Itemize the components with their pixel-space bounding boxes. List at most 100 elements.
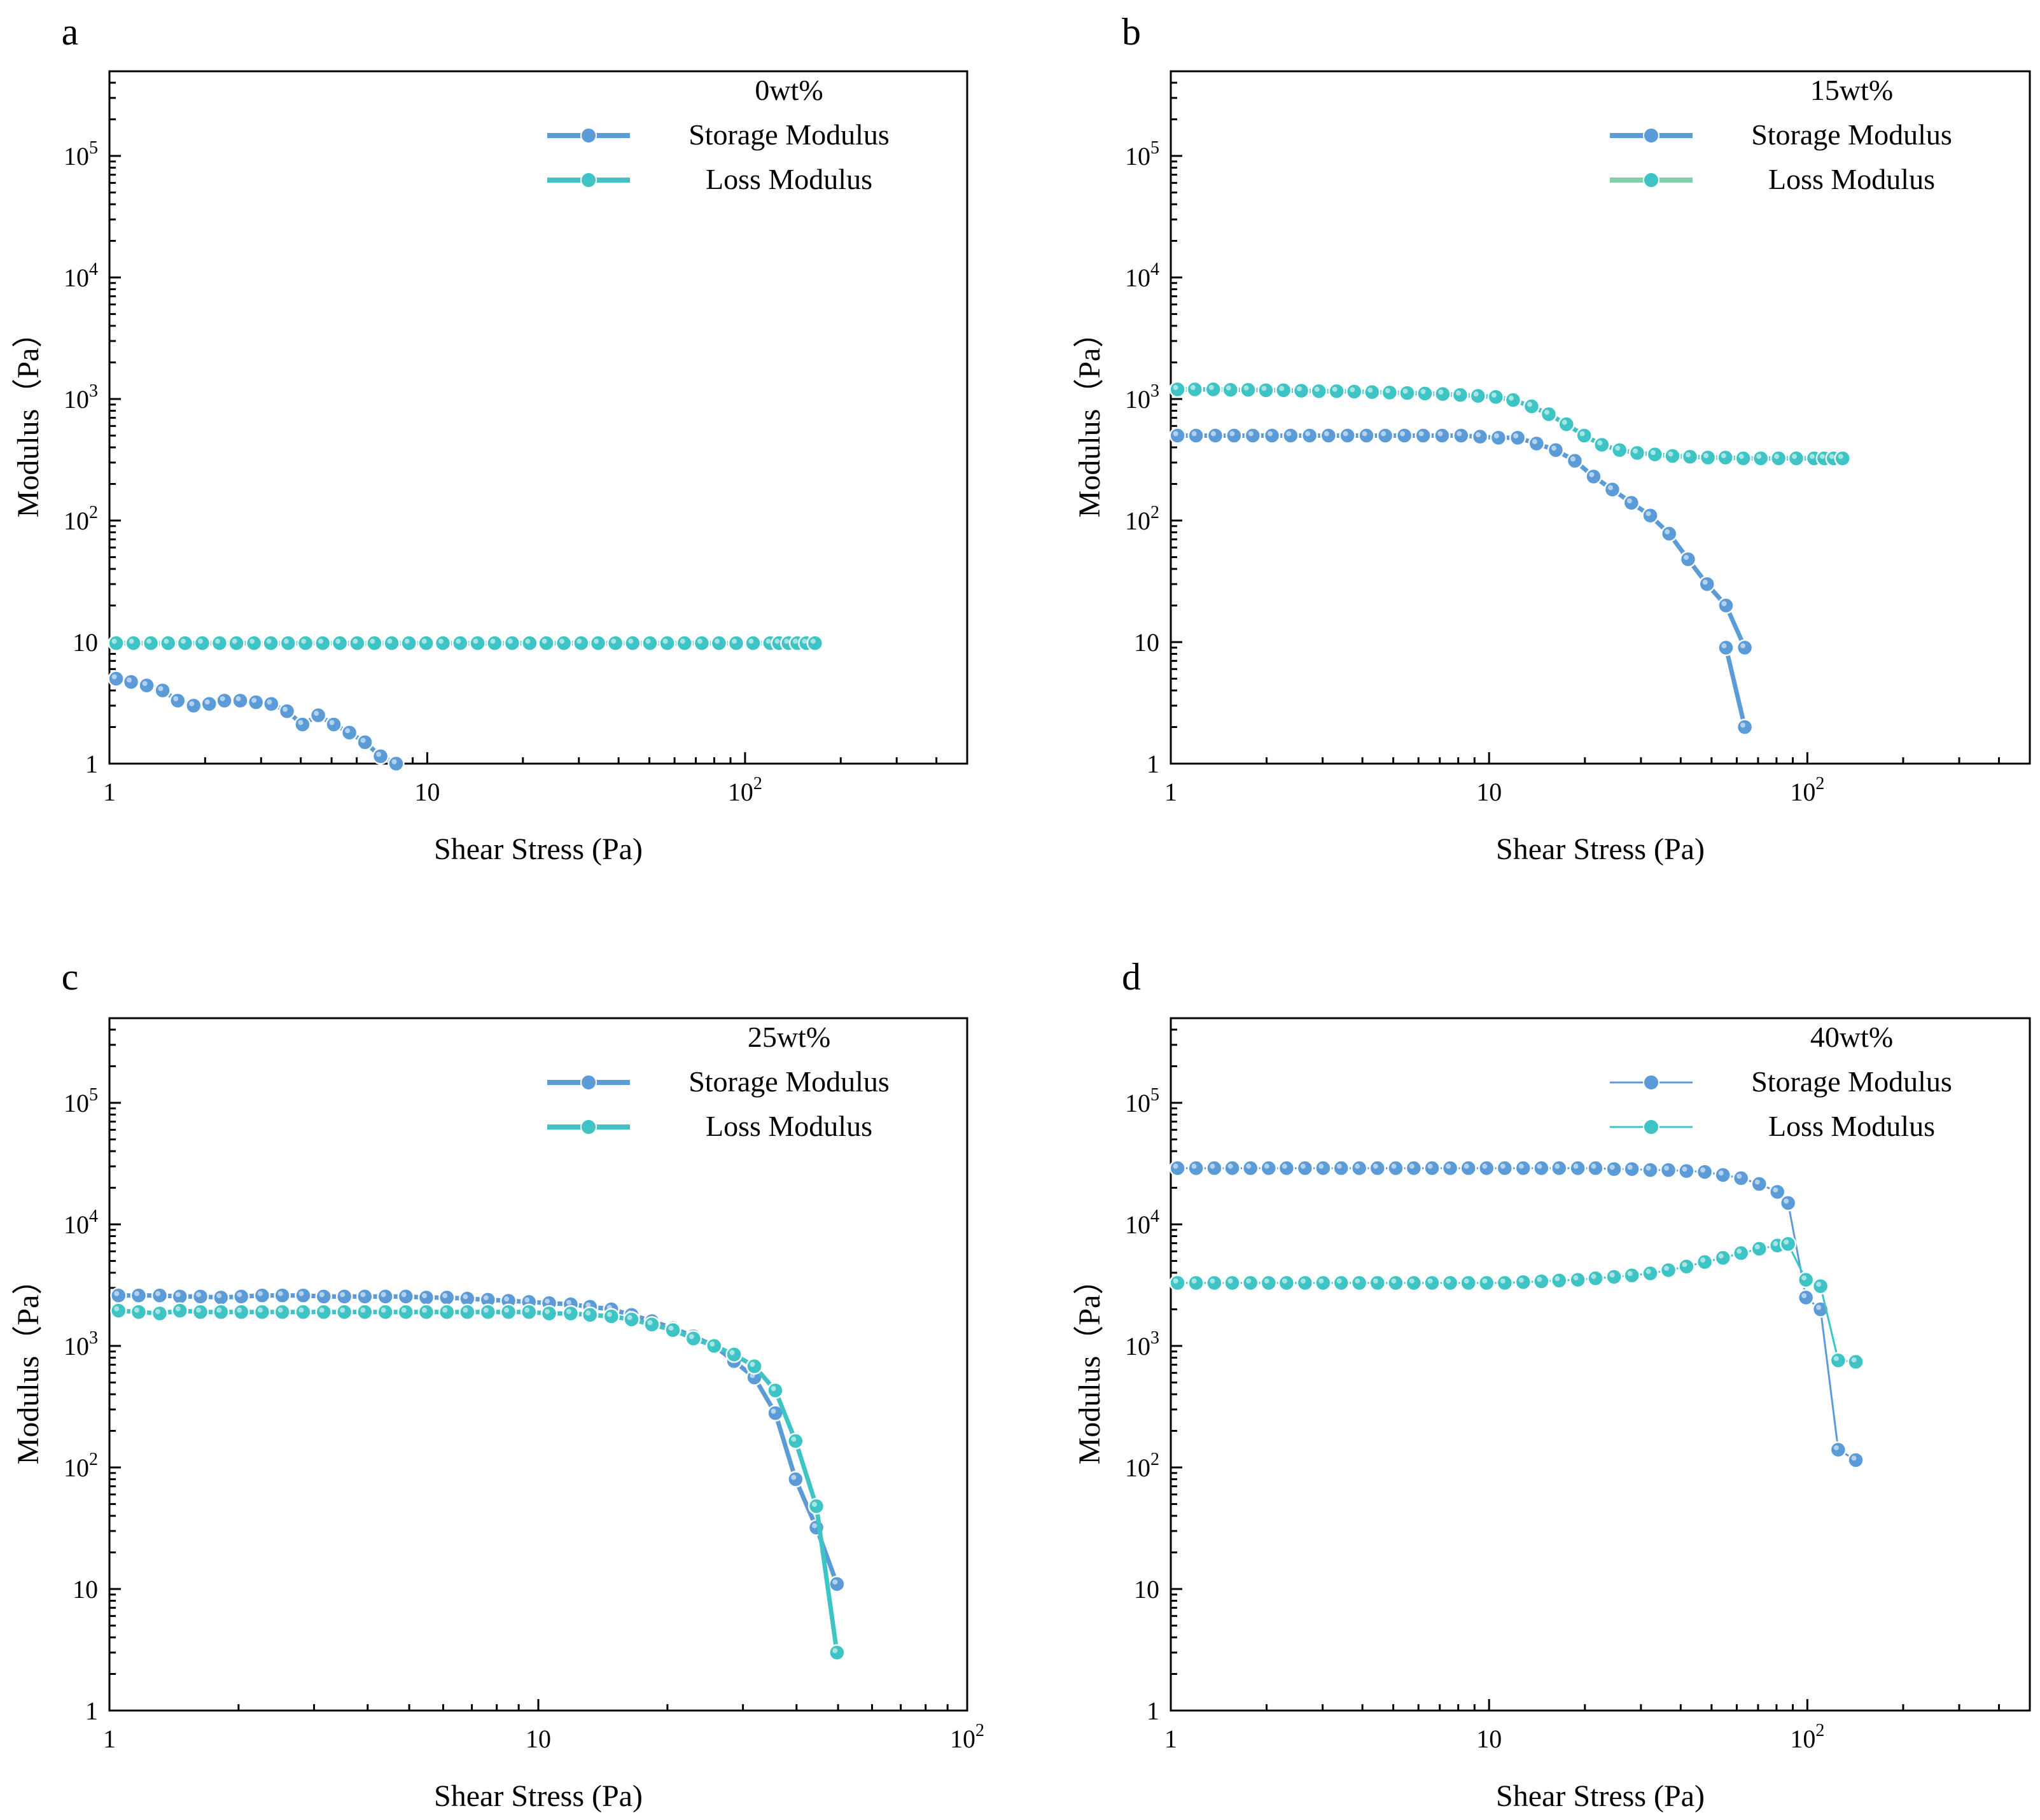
- data-point: [356, 734, 374, 751]
- data-point-highlight: [1402, 388, 1408, 394]
- data-point: [1490, 429, 1507, 447]
- data-point-highlight: [127, 677, 132, 683]
- data-point-highlight: [1551, 445, 1556, 451]
- data-point: [1487, 388, 1505, 405]
- data-point: [1551, 1272, 1568, 1289]
- data-point: [1770, 449, 1787, 467]
- data-point-highlight: [1336, 1278, 1342, 1284]
- data-point-highlight: [1718, 1253, 1724, 1259]
- data-point: [1847, 1353, 1864, 1371]
- data-point-highlight: [645, 638, 651, 644]
- data-point-highlight: [164, 638, 169, 644]
- data-point: [1496, 1159, 1514, 1177]
- data-point: [744, 634, 762, 652]
- data-point: [1797, 1271, 1815, 1289]
- data-point-highlight: [298, 1307, 304, 1313]
- data-point-highlight: [585, 1302, 591, 1308]
- data-point-highlight: [1264, 1278, 1269, 1284]
- legend-label: Loss Modulus: [706, 163, 872, 195]
- legend-title: 40wt%: [1810, 1021, 1893, 1053]
- legend-label: Storage Modulus: [688, 1065, 890, 1098]
- data-point: [520, 1303, 538, 1321]
- data-point-highlight: [729, 1350, 735, 1355]
- data-point-highlight: [1532, 439, 1537, 445]
- data-point-highlight: [1286, 431, 1292, 437]
- data-point-highlight: [335, 638, 341, 644]
- data-point-highlight: [142, 681, 148, 687]
- data-point: [1504, 391, 1522, 409]
- data-point-highlight: [463, 1294, 468, 1299]
- y-tick-label: 103: [1125, 1328, 1159, 1361]
- data-point: [828, 1575, 846, 1593]
- data-point-highlight: [1851, 1455, 1857, 1461]
- data-point-highlight: [360, 1307, 366, 1313]
- data-point: [1528, 435, 1546, 452]
- data-point-highlight: [606, 1312, 612, 1317]
- data-point: [315, 1303, 333, 1321]
- data-point-highlight: [340, 1292, 346, 1298]
- data-point-highlight: [1721, 643, 1727, 648]
- data-point: [1523, 398, 1540, 415]
- data-point-highlight: [594, 638, 599, 644]
- data-point-highlight: [1607, 485, 1613, 491]
- data-point: [486, 634, 503, 652]
- data-point: [279, 634, 297, 652]
- data-point-highlight: [1702, 579, 1708, 585]
- data-point-highlight: [1736, 1173, 1742, 1179]
- data-point-highlight: [832, 1648, 838, 1653]
- data-point-highlight: [1573, 1163, 1579, 1169]
- data-point-highlight: [810, 638, 816, 644]
- data-point: [1646, 445, 1664, 463]
- data-point: [1509, 429, 1527, 447]
- data-point: [1222, 381, 1240, 398]
- data-point: [1514, 1159, 1532, 1177]
- legend-marker: [580, 127, 597, 144]
- data-point-highlight: [1191, 1278, 1197, 1284]
- data-point: [1387, 1274, 1404, 1292]
- data-point: [1301, 427, 1318, 444]
- data-point-highlight: [1615, 445, 1621, 451]
- legend-label: Loss Modulus: [1768, 1110, 1935, 1142]
- data-point: [623, 1311, 640, 1328]
- data-point: [1244, 427, 1262, 444]
- data-point-highlight: [1597, 440, 1603, 445]
- y-axis-label: Modulus（Pa）: [11, 1264, 45, 1465]
- data-point-highlight: [1381, 431, 1387, 437]
- series-line: [118, 1293, 839, 1585]
- data-point-highlight: [235, 696, 241, 701]
- data-point-highlight: [1332, 386, 1338, 392]
- data-point-highlight: [345, 728, 351, 734]
- data-point-highlight: [1268, 431, 1273, 437]
- data-point-highlight: [1305, 431, 1311, 437]
- data-point: [1376, 427, 1394, 444]
- data-point-highlight: [1632, 448, 1638, 454]
- y-tick-label: 10: [73, 628, 98, 657]
- legend-label: Storage Modulus: [688, 118, 890, 151]
- data-point: [1169, 1159, 1186, 1177]
- data-point: [1187, 1159, 1205, 1177]
- data-point: [1350, 1159, 1368, 1177]
- data-point-highlight: [442, 1307, 448, 1313]
- data-point-highlight: [524, 1307, 530, 1313]
- data-point: [1610, 442, 1628, 459]
- data-point: [335, 1303, 353, 1321]
- data-point-highlight: [1537, 1277, 1542, 1282]
- data-point: [1399, 384, 1416, 402]
- data-point-highlight: [1227, 1278, 1233, 1284]
- data-point-highlight: [216, 1292, 222, 1298]
- y-tick-label: 105: [64, 1085, 98, 1117]
- data-point-highlight: [1721, 601, 1727, 606]
- data-point-highlight: [421, 1307, 427, 1313]
- legend-marker: [580, 172, 597, 188]
- data-point-highlight: [559, 638, 565, 644]
- data-point-highlight: [791, 1436, 797, 1442]
- data-point-highlight: [1774, 454, 1780, 459]
- data-point: [110, 1287, 127, 1304]
- data-point-highlight: [1645, 1165, 1651, 1171]
- data-point: [807, 1497, 825, 1515]
- data-point: [122, 673, 140, 690]
- data-point-highlight: [504, 1307, 510, 1313]
- data-point: [1569, 1159, 1586, 1177]
- data-point: [232, 692, 249, 710]
- data-point: [787, 1432, 804, 1450]
